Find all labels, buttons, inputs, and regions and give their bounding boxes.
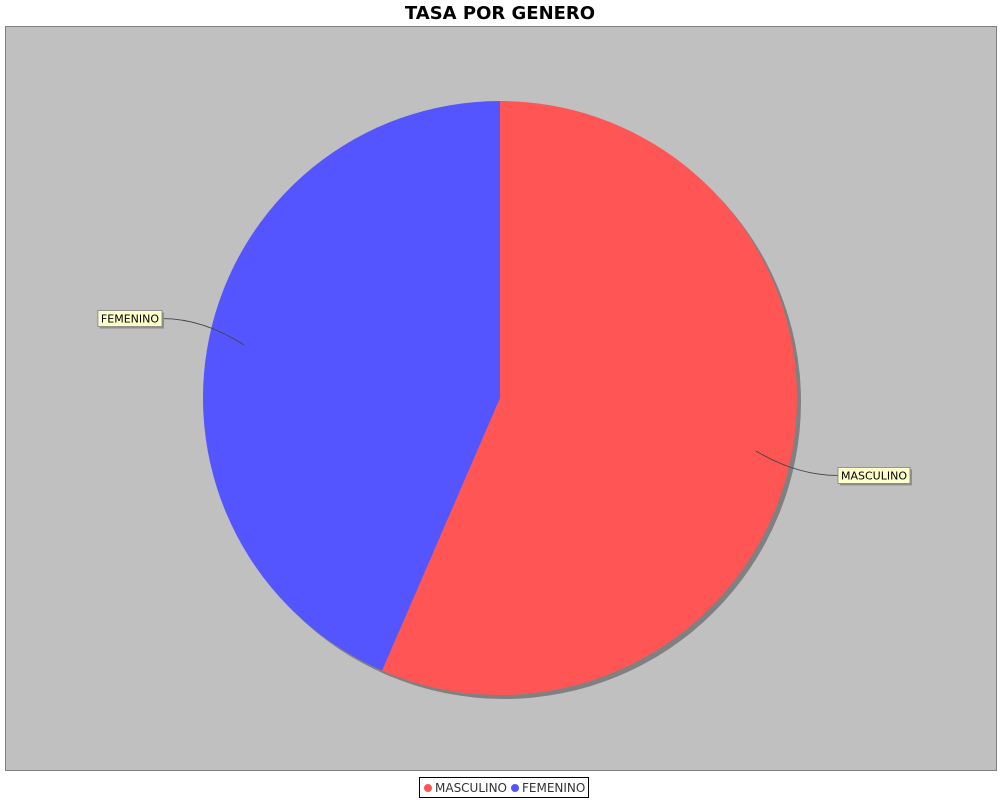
legend-item-femenino[interactable]: FEMENINO <box>511 781 585 795</box>
legend-marker-masculino <box>424 783 432 792</box>
legend-label-masculino: MASCULINO <box>435 780 507 795</box>
legend-item-masculino[interactable]: MASCULINO <box>424 781 507 795</box>
label-leader-femenino <box>161 318 245 346</box>
pie-label-masculino: MASCULINO <box>841 469 907 482</box>
legend-label-femenino: FEMENINO <box>522 780 586 795</box>
legend-marker-femenino <box>511 783 519 792</box>
chart-title: TASA POR GENERO <box>404 3 596 24</box>
pie-slice-masculino[interactable] <box>382 101 798 695</box>
legend: MASCULINO FEMENINO <box>419 777 590 798</box>
pie-slices <box>203 101 798 695</box>
pie-labels: MASCULINO FEMENINO <box>97 310 912 486</box>
pie-label-box-masculino <box>837 467 911 484</box>
pie-slice-femenino[interactable] <box>203 101 500 671</box>
label-leader-masculino <box>755 450 839 476</box>
pie-label-box-femenino <box>97 310 163 327</box>
pie-label-femenino: FEMENINO <box>101 313 159 326</box>
